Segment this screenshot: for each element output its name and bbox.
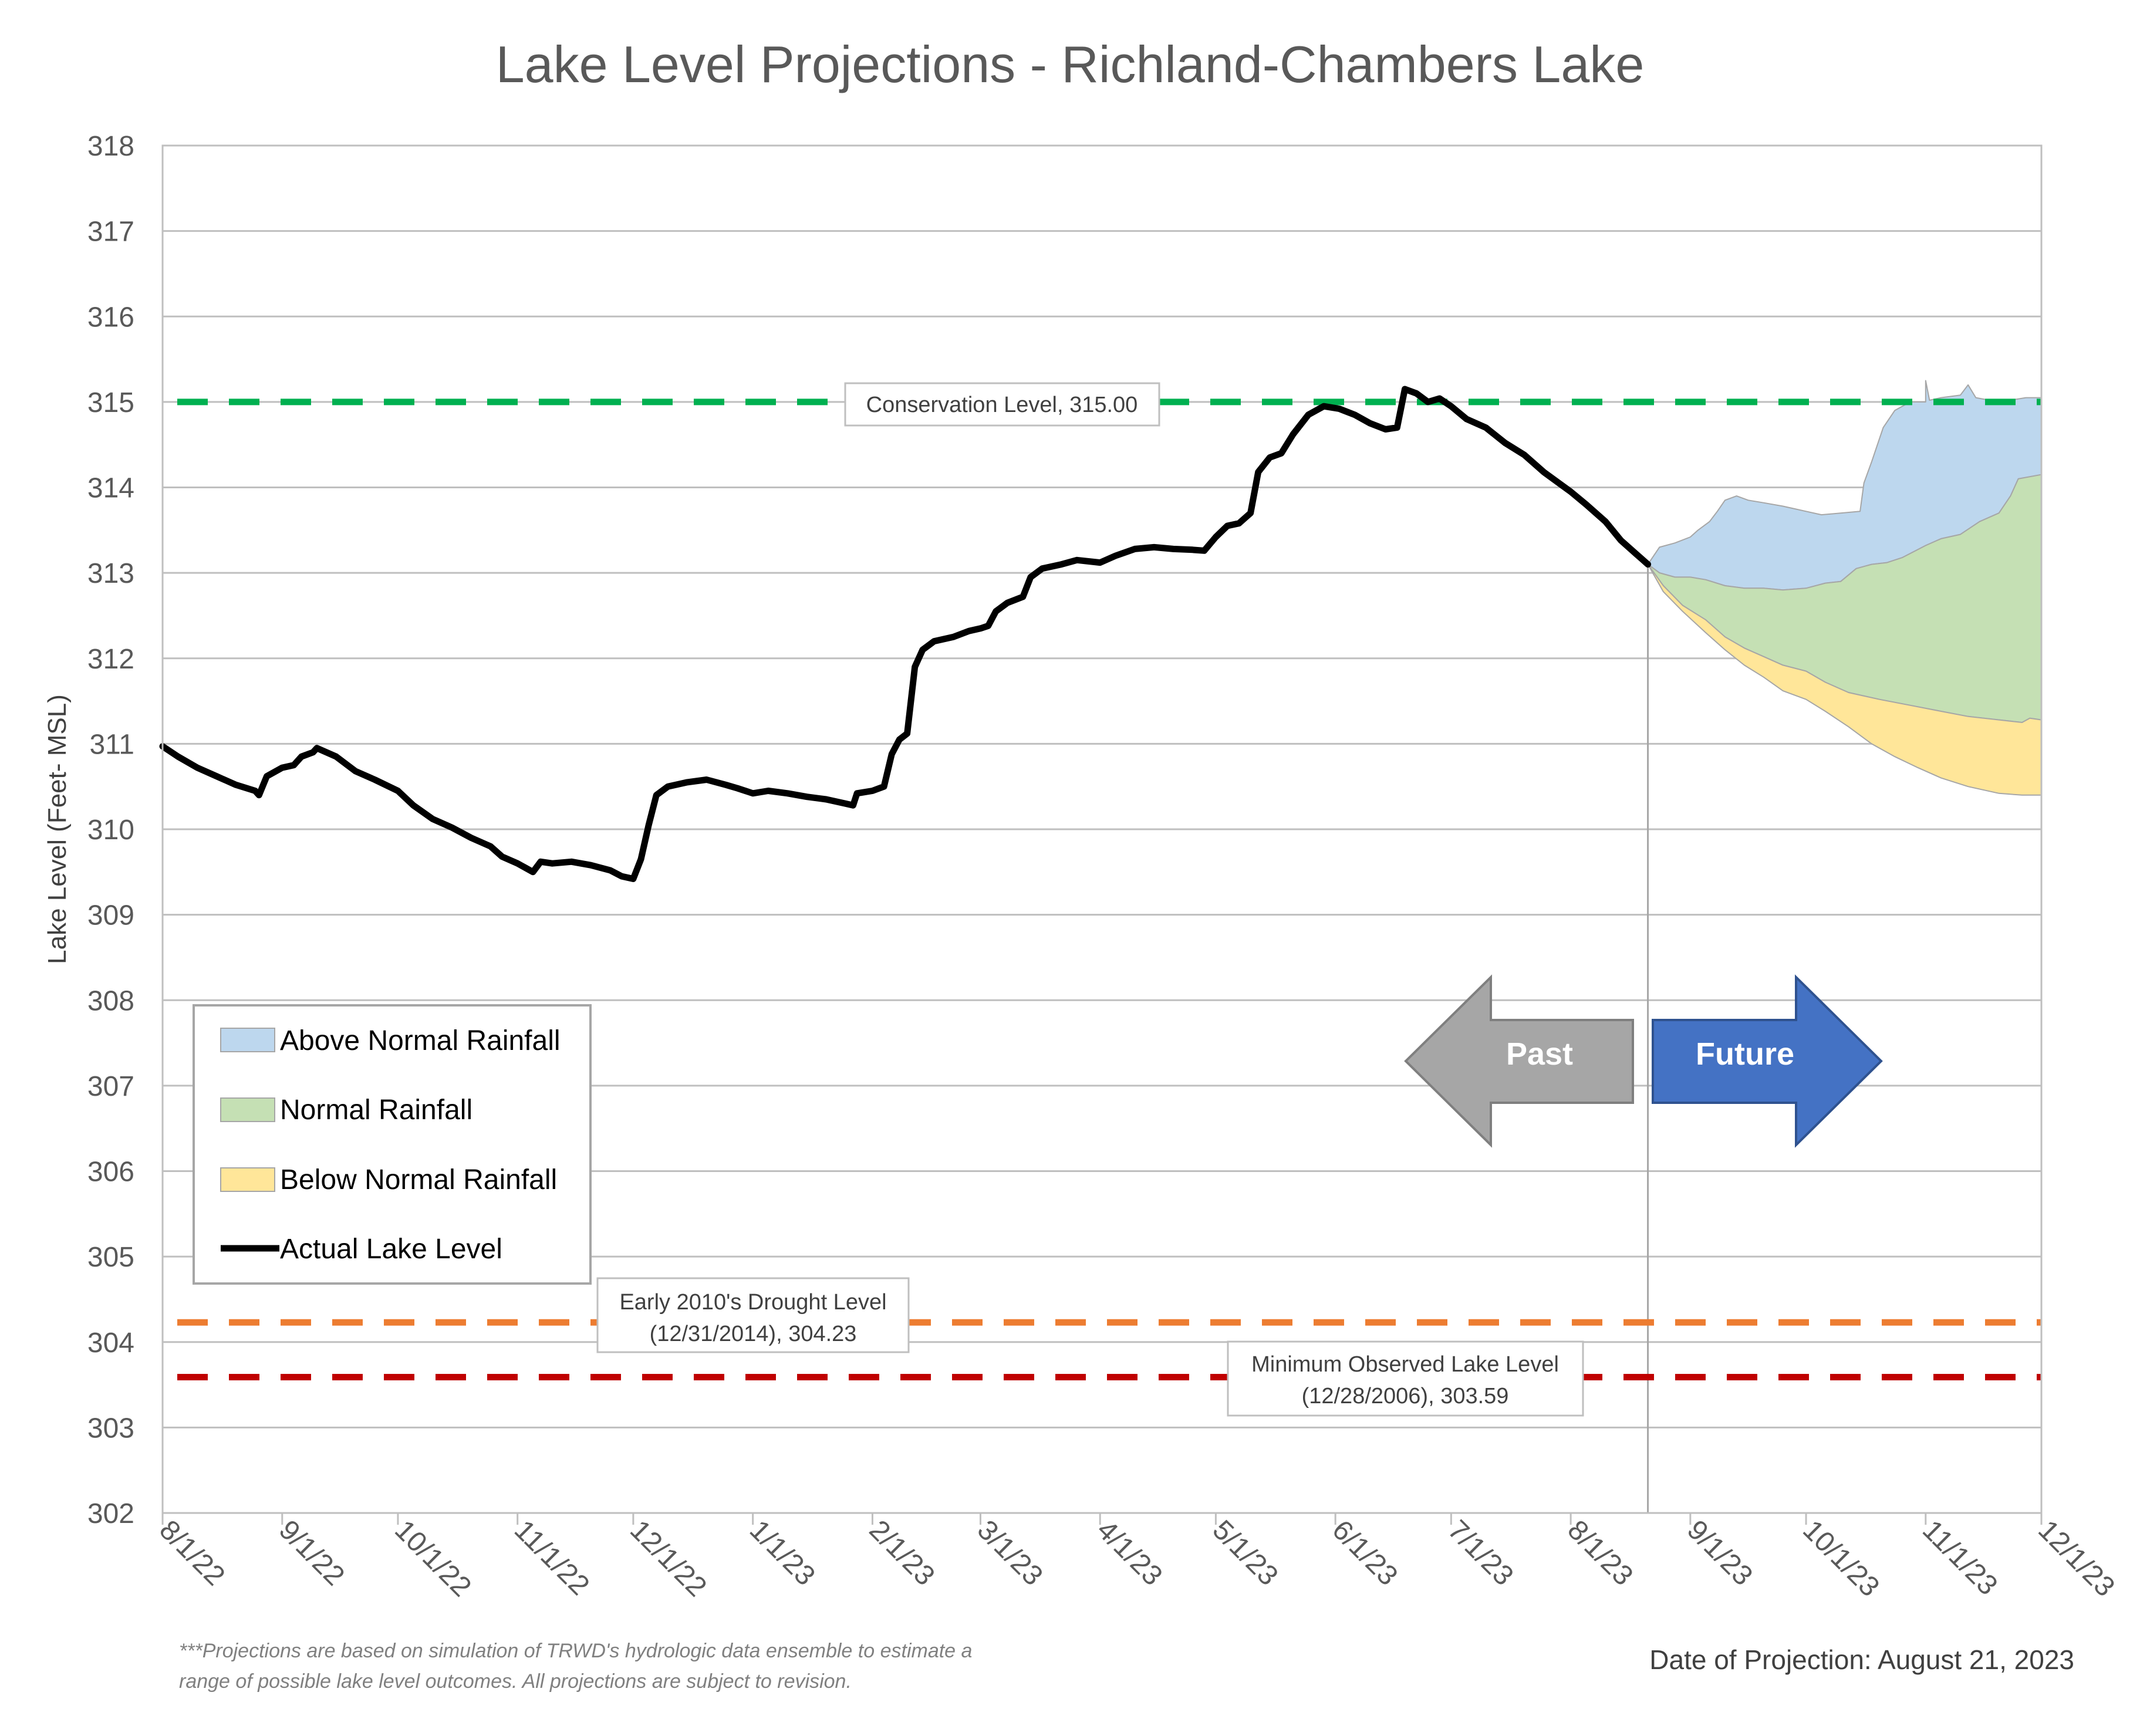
future-arrow-label: Future bbox=[1696, 1036, 1794, 1072]
y-tick-label: 302 bbox=[87, 1498, 134, 1529]
y-tick-label: 316 bbox=[87, 302, 134, 333]
legend-label-normal: Normal Rainfall bbox=[280, 1095, 472, 1126]
y-tick-label: 314 bbox=[87, 473, 134, 504]
minimum-label-line1: Minimum Observed Lake Level bbox=[1251, 1352, 1559, 1377]
legend-swatch-normal bbox=[220, 1097, 275, 1122]
legend-swatch-above-normal bbox=[220, 1028, 275, 1052]
conservation-level-annotation: Conservation Level, 315.00 bbox=[844, 382, 1160, 427]
minimum-level-annotation: Minimum Observed Lake Level (12/28/2006)… bbox=[1227, 1340, 1584, 1417]
conservation-label-box bbox=[844, 382, 1160, 427]
y-tick-label: 311 bbox=[89, 729, 134, 760]
footnote-line2: range of possible lake level outcomes. A… bbox=[179, 1670, 852, 1693]
legend-label-above-normal: Above Normal Rainfall bbox=[280, 1025, 561, 1056]
y-tick-label: 312 bbox=[87, 644, 134, 675]
y-tick-label: 318 bbox=[87, 131, 134, 162]
minimum-label-line2: (12/28/2006), 303.59 bbox=[1302, 1384, 1509, 1409]
future-arrow: Future bbox=[1652, 974, 1883, 1148]
past-arrow: Past bbox=[1404, 974, 1634, 1148]
y-axis-label: Lake Level (Feet- MSL) bbox=[43, 694, 72, 964]
actual-lake-level-line bbox=[159, 386, 1652, 882]
legend: Above Normal Rainfall Normal Rainfall Be… bbox=[193, 1004, 592, 1285]
date-of-projection: Date of Projection: August 21, 2023 bbox=[1649, 1644, 2074, 1675]
actual-lake-level-path bbox=[159, 386, 1652, 882]
legend-label-below-normal: Below Normal Rainfall bbox=[280, 1164, 557, 1195]
drought-label-line2: (12/31/2014), 304.23 bbox=[650, 1322, 857, 1346]
past-arrow-body bbox=[1404, 974, 1634, 1148]
projection-areas bbox=[1647, 380, 2042, 796]
plot-area-border bbox=[161, 144, 2043, 1514]
y-tick-label: 305 bbox=[87, 1242, 134, 1273]
legend-label-actual-level: Actual Lake Level bbox=[280, 1234, 502, 1265]
legend-swatch-below-normal bbox=[220, 1167, 275, 1192]
minimum-label-box bbox=[1227, 1340, 1584, 1417]
drought-level-annotation: Early 2010's Drought Level (12/31/2014),… bbox=[596, 1277, 910, 1353]
y-tick-label: 309 bbox=[87, 900, 134, 931]
chart-title: Lake Level Projections - Richland-Chambe… bbox=[496, 35, 1645, 93]
drought-label-line1: Early 2010's Drought Level bbox=[619, 1290, 886, 1315]
y-tick-label: 303 bbox=[87, 1413, 134, 1444]
future-arrow-body bbox=[1652, 974, 1883, 1148]
y-tick-label: 310 bbox=[87, 815, 134, 846]
y-tick-label: 308 bbox=[87, 985, 134, 1016]
y-tick-label: 306 bbox=[87, 1157, 134, 1188]
y-tick-label: 313 bbox=[87, 558, 134, 589]
y-tick-label: 307 bbox=[87, 1071, 134, 1102]
footnote-line1: ***Projections are based on simulation o… bbox=[179, 1640, 972, 1662]
conservation-label-text: Conservation Level, 315.00 bbox=[866, 393, 1138, 417]
y-tick-label: 315 bbox=[87, 387, 134, 418]
y-tick-label: 317 bbox=[87, 217, 134, 248]
y-tick-label: 304 bbox=[87, 1328, 134, 1359]
y-axis-ticks: 302 303 304 305 306 307 308 309 310 311 312 313 314 3… bbox=[87, 131, 134, 1529]
past-arrow-label: Past bbox=[1506, 1036, 1573, 1072]
drought-label-box bbox=[596, 1277, 910, 1353]
